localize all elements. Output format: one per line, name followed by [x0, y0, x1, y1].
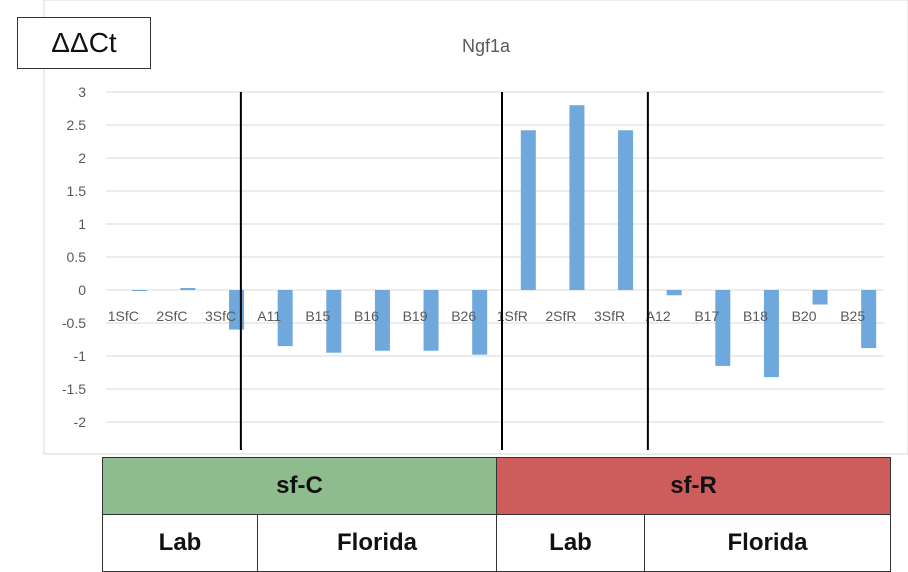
- plot-frame: [43, 0, 908, 455]
- x-tick-label: B16: [354, 308, 379, 324]
- bar-chart: Ngf1a 3 2.5 2 1.5 1 0.5 0 -0.5 -1 -1.5 -2 1SfC 2SfC…: [43, 0, 908, 455]
- x-tick-label: B25: [840, 308, 865, 324]
- chart-title: Ngf1a: [462, 36, 511, 56]
- bar: [180, 288, 196, 290]
- group-sf-r: sf-R: [496, 457, 892, 515]
- bar: [618, 130, 634, 290]
- group-row: sf-C sf-R: [101, 457, 892, 515]
- group-dividers: [239, 92, 649, 450]
- y-tick-label: 2: [78, 150, 86, 166]
- x-tick-label: 1SfR: [497, 308, 528, 324]
- bar: [861, 290, 877, 349]
- chart: Ngf1a 3 2.5 2 1.5 1 0.5 0 -0.5 -1 -1.5 -2 1SfC 2SfC…: [43, 0, 908, 455]
- x-tick-label: 2SfR: [545, 308, 576, 324]
- bar: [472, 290, 488, 355]
- x-tick-label: 1SfC: [108, 308, 139, 324]
- y-axis-label-box: ΔΔCt: [17, 17, 151, 69]
- x-tick-label: B18: [743, 308, 768, 324]
- bar: [763, 290, 779, 378]
- bar: [520, 130, 536, 290]
- bars: [131, 105, 877, 378]
- y-tick-label: 2.5: [67, 117, 87, 133]
- x-tick-label: 3SfR: [594, 308, 625, 324]
- y-tick-label: 0.5: [67, 249, 87, 265]
- subgroup-lab-1: Lab: [102, 514, 258, 572]
- x-tick-label: B15: [305, 308, 330, 324]
- x-tick-label: B26: [451, 308, 476, 324]
- subgroup-lab-2: Lab: [496, 514, 646, 572]
- x-tick-label: A11: [257, 308, 281, 324]
- y-tick-label: -1.5: [62, 381, 86, 397]
- bar: [277, 290, 293, 347]
- x-tick-label: A12: [646, 308, 671, 324]
- x-tick-label: B20: [792, 308, 817, 324]
- x-tick-label: B19: [403, 308, 428, 324]
- group-table: sf-C sf-R Lab Florida Lab Florida: [101, 457, 892, 572]
- x-tick-label: 3SfC: [205, 308, 236, 324]
- x-axis-labels: 1SfC 2SfC 3SfC A11 B15 B16 B19 B26 1SfR 2SfR 3SfR A…: [108, 308, 866, 324]
- group-sf-c: sf-C: [101, 457, 498, 515]
- x-tick-label: B17: [694, 308, 719, 324]
- bar: [715, 290, 731, 366]
- subgroup-row: Lab Florida Lab Florida: [102, 514, 892, 572]
- bar: [666, 290, 682, 296]
- bar: [131, 290, 147, 291]
- y-tick-label: 3: [78, 84, 86, 100]
- subgroup-florida-2: Florida: [644, 514, 892, 572]
- bar: [812, 290, 828, 305]
- subgroup-florida-1: Florida: [256, 514, 498, 572]
- bar: [423, 290, 439, 351]
- y-tick-label: -0.5: [62, 315, 86, 331]
- y-tick-label: 1: [78, 216, 86, 232]
- y-axis: 3 2.5 2 1.5 1 0.5 0 -0.5 -1 -1.5 -2: [62, 84, 86, 430]
- y-tick-label: 1.5: [67, 183, 87, 199]
- bar: [374, 290, 390, 351]
- y-tick-label: -1: [74, 348, 87, 364]
- bar: [326, 290, 342, 353]
- y-axis-label: ΔΔCt: [51, 27, 117, 58]
- y-tick-label: -2: [74, 414, 87, 430]
- bar: [569, 105, 585, 290]
- x-tick-label: 2SfC: [156, 308, 187, 324]
- y-tick-label: 0: [78, 282, 86, 298]
